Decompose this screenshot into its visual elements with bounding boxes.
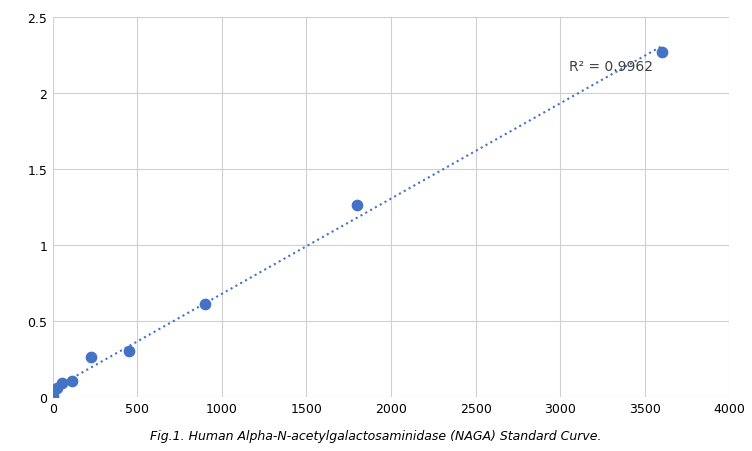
Point [56,380,68,387]
Point [123,348,135,355]
Point [656,49,668,56]
Point [85,354,97,361]
Point [51,385,63,392]
Text: Fig.1. Human Alpha-N-acetylgalactosaminidase (NAGA) Standard Curve.: Fig.1. Human Alpha-N-acetylgalactosamini… [150,429,602,442]
Point [65,377,77,385]
Point [199,301,211,308]
Text: R² = 0.9962: R² = 0.9962 [569,60,653,74]
Point [47,393,59,400]
Point [351,202,363,210]
